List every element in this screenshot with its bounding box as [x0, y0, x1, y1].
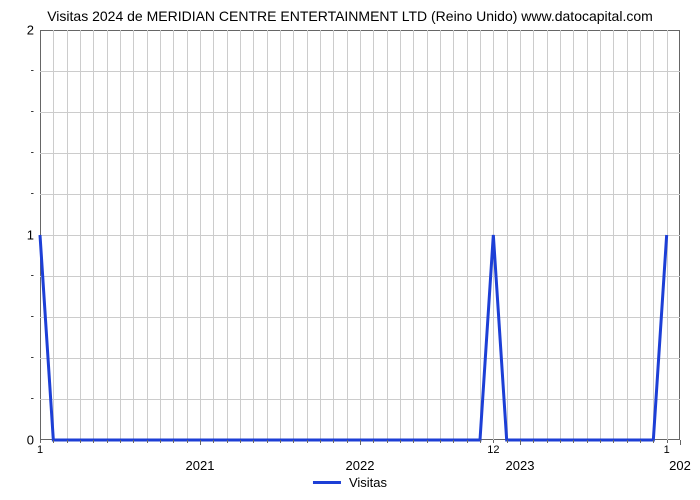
x-tick-minor — [307, 440, 308, 443]
x-tick-label: 2021 — [186, 458, 215, 473]
x-tick-minor — [267, 440, 268, 443]
x-tick-label-minor: 1 — [37, 444, 43, 456]
y-tick-label: 1 — [27, 228, 34, 243]
x-tick-minor — [493, 440, 494, 443]
x-tick-minor — [147, 440, 148, 443]
x-tick-minor — [533, 440, 534, 443]
x-tick-minor — [413, 440, 414, 443]
y-tick-minor: - — [31, 66, 34, 77]
x-tick-minor — [400, 440, 401, 443]
x-tick-minor — [560, 440, 561, 443]
x-tick-minor — [627, 440, 628, 443]
chart-area: 012-------- 2021202220232021121 — [40, 30, 680, 440]
x-tick-minor — [227, 440, 228, 443]
x-tick-major — [680, 440, 681, 445]
x-tick-minor — [160, 440, 161, 443]
x-tick-minor — [93, 440, 94, 443]
x-tick-major — [520, 440, 521, 445]
x-tick-minor — [587, 440, 588, 443]
x-tick-minor — [547, 440, 548, 443]
y-tick-minor: - — [31, 353, 34, 364]
visits-line — [40, 235, 667, 440]
x-tick-minor — [653, 440, 654, 443]
x-tick-minor — [280, 440, 281, 443]
y-tick-minor: - — [31, 148, 34, 159]
chart-title: Visitas 2024 de MERIDIAN CENTRE ENTERTAI… — [0, 8, 700, 24]
x-tick-major — [360, 440, 361, 445]
y-tick-label: 2 — [27, 23, 34, 38]
x-tick-minor — [573, 440, 574, 443]
x-tick-minor — [240, 440, 241, 443]
y-tick-minor: - — [31, 189, 34, 200]
x-tick-label-minor: 12 — [487, 444, 499, 456]
x-tick-minor — [640, 440, 641, 443]
x-tick-minor — [467, 440, 468, 443]
x-tick-minor — [40, 440, 41, 443]
x-tick-minor — [333, 440, 334, 443]
x-tick-minor — [320, 440, 321, 443]
x-tick-minor — [373, 440, 374, 443]
x-tick-major — [200, 440, 201, 445]
x-tick-minor — [507, 440, 508, 443]
x-tick-label: 2023 — [506, 458, 535, 473]
x-tick-minor — [440, 440, 441, 443]
x-tick-minor — [107, 440, 108, 443]
x-tick-minor — [173, 440, 174, 443]
x-tick-label: 2022 — [346, 458, 375, 473]
x-tick-minor — [480, 440, 481, 443]
x-tick-minor — [120, 440, 121, 443]
line-series — [40, 30, 680, 440]
x-tick-minor — [387, 440, 388, 443]
legend: Visitas — [313, 475, 387, 490]
x-tick-minor — [453, 440, 454, 443]
x-tick-label: 202 — [669, 458, 691, 473]
x-tick-minor — [53, 440, 54, 443]
x-tick-minor — [293, 440, 294, 443]
y-tick-minor: - — [31, 271, 34, 282]
x-tick-label-minor: 1 — [664, 444, 670, 456]
x-tick-minor — [613, 440, 614, 443]
x-tick-minor — [133, 440, 134, 443]
y-tick-minor: - — [31, 107, 34, 118]
x-tick-minor — [187, 440, 188, 443]
x-tick-minor — [667, 440, 668, 443]
x-tick-minor — [347, 440, 348, 443]
legend-swatch — [313, 481, 341, 484]
x-tick-minor — [253, 440, 254, 443]
x-tick-minor — [80, 440, 81, 443]
y-tick-label: 0 — [27, 433, 34, 448]
y-tick-minor: - — [31, 394, 34, 405]
legend-label: Visitas — [349, 475, 387, 490]
y-tick-minor: - — [31, 312, 34, 323]
x-tick-minor — [600, 440, 601, 443]
x-tick-minor — [427, 440, 428, 443]
x-tick-minor — [67, 440, 68, 443]
x-tick-minor — [213, 440, 214, 443]
